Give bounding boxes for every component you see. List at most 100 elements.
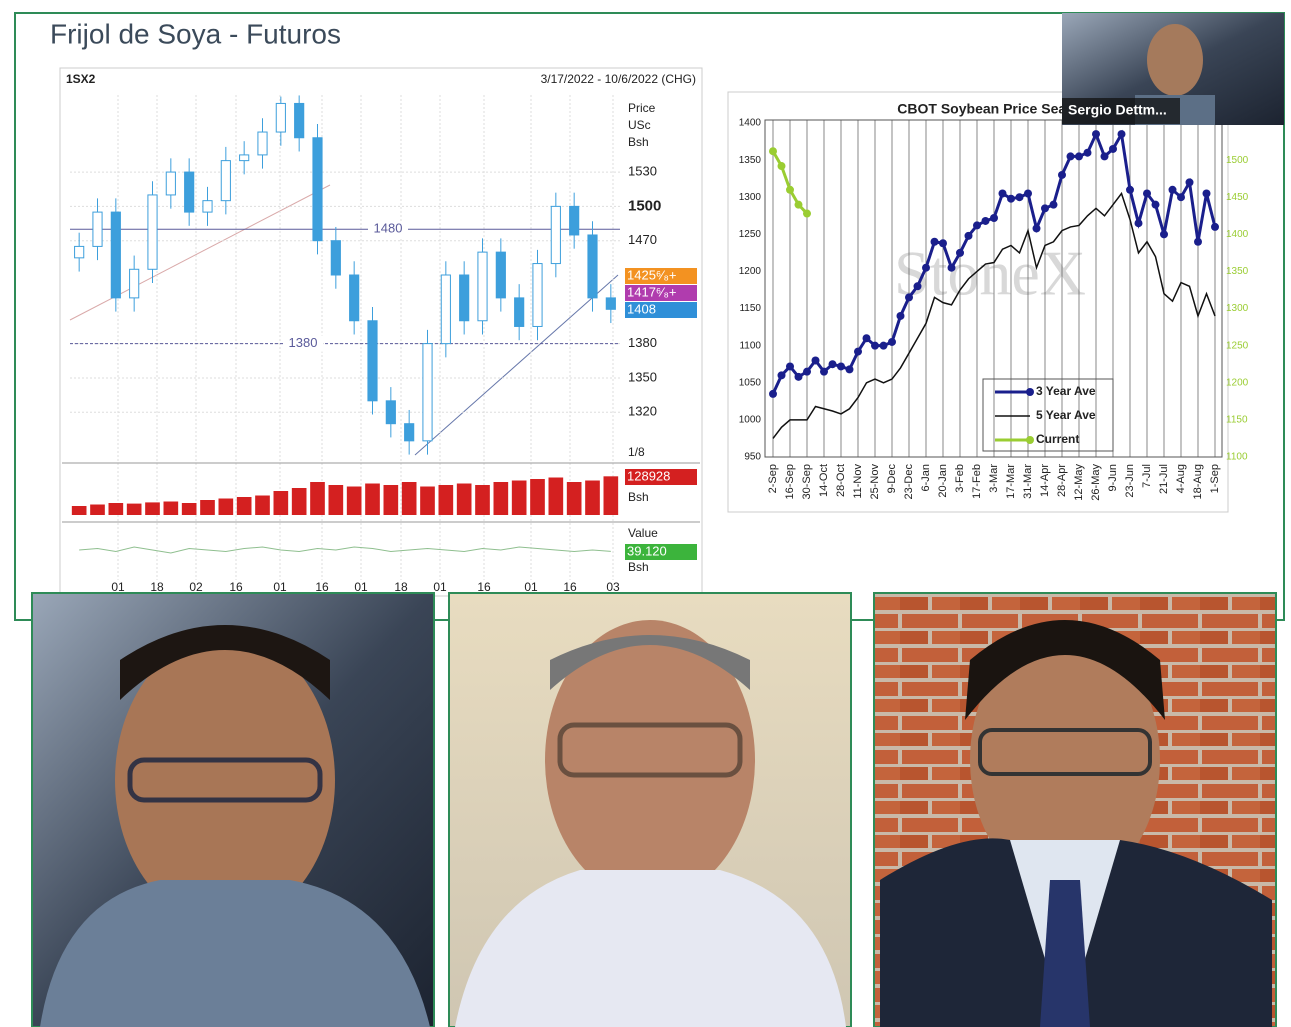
- price-chart-frame: [60, 68, 702, 596]
- x-tick-label: 18-Aug: [1192, 464, 1204, 499]
- series-marker: [1101, 152, 1109, 160]
- date-range: 3/17/2022 - 10/6/2022 (CHG): [541, 72, 696, 86]
- y2-tick-label: 1150: [1226, 415, 1248, 426]
- indicator-tag-label: 39.120: [627, 543, 667, 558]
- y-tick-label: 1500: [628, 197, 661, 214]
- series-marker: [1126, 186, 1134, 194]
- candle-body: [460, 275, 469, 321]
- series-marker: [1109, 145, 1117, 153]
- y-tick-label: 1300: [739, 192, 762, 203]
- axis-label: Bsh: [628, 490, 649, 504]
- legend-marker: [1026, 436, 1034, 444]
- x-tick-label: 31-Mar: [1022, 464, 1034, 499]
- series-marker: [922, 264, 930, 272]
- price-tag-label: 1417⁶⁄₈+: [627, 284, 676, 299]
- x-tick-label: 30-Sep: [801, 464, 813, 499]
- candle-body: [570, 206, 579, 235]
- volume-bar: [292, 488, 307, 515]
- y-tick-label: 1380: [628, 335, 657, 350]
- series-marker: [863, 334, 871, 342]
- candle-body: [405, 424, 414, 441]
- y-tick-label: 1250: [739, 229, 762, 240]
- series-marker: [769, 390, 777, 398]
- series-marker: [973, 221, 981, 229]
- legend-label: 5 Year Ave: [1036, 408, 1096, 422]
- series-marker: [1024, 190, 1032, 198]
- x-tick-label: 17-Mar: [1005, 464, 1017, 499]
- x-tick-label: 9-Dec: [886, 464, 898, 494]
- volume-bar: [145, 502, 160, 515]
- y2-tick-label: 1400: [1226, 229, 1249, 240]
- candle-body: [496, 252, 505, 298]
- reference-label: 1380: [289, 335, 318, 350]
- x-tick-label: 11-Nov: [852, 464, 864, 499]
- candle-body: [478, 252, 487, 321]
- legend-label: Current: [1036, 432, 1079, 446]
- y-tick-label: 1200: [739, 266, 762, 277]
- series-marker: [1041, 204, 1049, 212]
- volume-bar: [164, 502, 179, 516]
- series-marker: [965, 232, 973, 240]
- x-tick-label: 14-Oct: [818, 464, 830, 497]
- y2-tick-label: 1500: [1226, 155, 1249, 166]
- volume-bar: [90, 505, 105, 516]
- series-marker: [1067, 152, 1075, 160]
- candle-body: [221, 161, 230, 201]
- y-tick-label: 1530: [628, 164, 657, 179]
- candle-body: [240, 155, 249, 161]
- series-marker: [1169, 186, 1177, 194]
- series-marker: [990, 214, 998, 222]
- series-marker: [820, 368, 828, 376]
- y-tick-label: 1100: [739, 340, 761, 351]
- series-marker: [1135, 219, 1143, 227]
- legend-marker: [1026, 388, 1034, 396]
- price-tag-label: 1425⁶⁄₈+: [627, 267, 676, 282]
- y-tick-label: 1150: [739, 303, 761, 314]
- series-marker: [1186, 178, 1194, 186]
- volume-bar: [402, 482, 417, 515]
- volume-bar: [255, 496, 270, 516]
- series-marker: [931, 238, 939, 246]
- series-marker: [812, 357, 820, 365]
- y-tick-label: 1470: [628, 232, 657, 247]
- series-marker: [1058, 171, 1066, 179]
- series-marker: [837, 362, 845, 370]
- candle-body: [533, 264, 542, 327]
- candle-body: [295, 103, 304, 137]
- series-marker: [803, 210, 811, 218]
- axis-label: Bsh: [628, 560, 649, 574]
- volume-bar: [530, 479, 545, 515]
- x-tick-label: 3-Mar: [988, 464, 1000, 493]
- series-marker: [1050, 201, 1058, 209]
- volume-bar: [219, 499, 234, 516]
- x-tick-label: 12-May: [1073, 464, 1085, 501]
- series-marker: [939, 239, 947, 247]
- series-marker: [803, 368, 811, 376]
- series-marker: [897, 312, 905, 320]
- x-tick-label: 28-Apr: [1056, 464, 1068, 497]
- video-tile: [32, 593, 434, 1027]
- candle-body: [515, 298, 524, 327]
- volume-tag-label: 128928: [627, 468, 670, 483]
- candle-body: [606, 298, 615, 309]
- series-marker: [956, 249, 964, 257]
- y-tick-label: 1050: [739, 377, 762, 388]
- volume-bar: [585, 481, 600, 516]
- volume-bar: [549, 478, 564, 516]
- candle-body: [386, 401, 395, 424]
- candle-body: [130, 269, 139, 298]
- volume-bar: [567, 482, 582, 515]
- slide-title: Frijol de Soya - Futuros: [50, 18, 341, 49]
- candle-body: [331, 241, 340, 275]
- volume-bar: [347, 487, 362, 516]
- volume-bar: [512, 481, 527, 516]
- series-marker: [871, 342, 879, 350]
- candle-body: [588, 235, 597, 298]
- candle-body: [276, 103, 285, 132]
- video-tile: [874, 593, 1276, 1027]
- candle-body: [185, 172, 194, 212]
- candle-body: [166, 172, 175, 195]
- x-tick-label: 3-Feb: [954, 464, 966, 493]
- x-tick-label: 6-Jan: [920, 464, 932, 492]
- y-tick-label: 1400: [739, 118, 762, 129]
